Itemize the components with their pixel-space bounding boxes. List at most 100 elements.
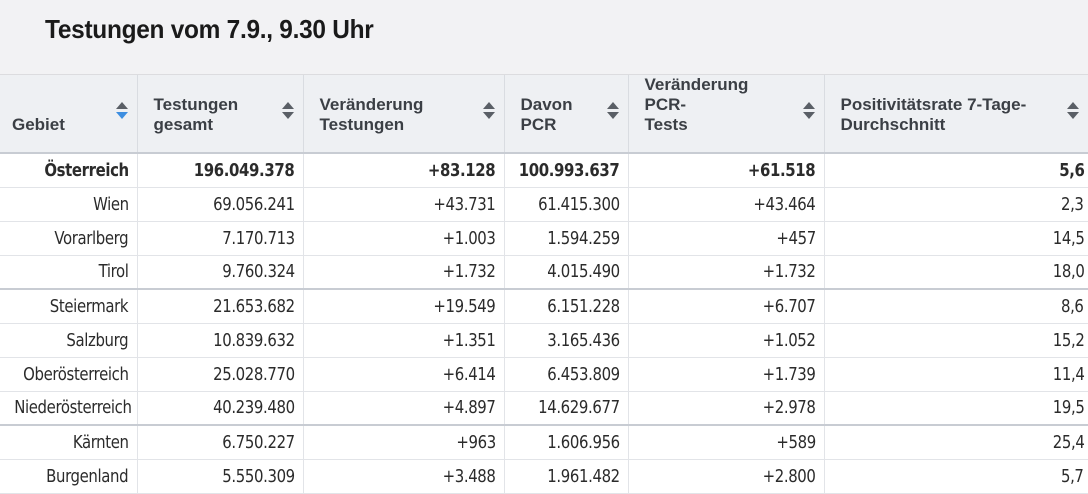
- cell-value: 6.453.809: [547, 363, 620, 385]
- table-row: Burgenland 5.550.309 +3.488 1.961.482 +2.800…: [0, 459, 1088, 494]
- pcr-change-cell: +1.052: [628, 323, 825, 358]
- cell-value: +83.128: [428, 159, 496, 181]
- cell-value: 21.653.682: [212, 295, 295, 317]
- sort-icon[interactable]: [1067, 101, 1079, 121]
- region-cell: Salzburg: [0, 323, 138, 358]
- page-title: Testungen vom 7.9., 9.30 Uhr: [45, 14, 374, 44]
- table-row: Steiermark 21.653.682 +19.549 6.151.228 +6.7…: [0, 289, 1088, 324]
- cell-value: 40.239.480: [212, 397, 295, 419]
- column-header-label: Testungen: [319, 115, 405, 134]
- column-header-gebiet[interactable]: Gebiet: [0, 75, 138, 154]
- table-row: Salzburg 10.839.632 +1.351 3.165.436 +1.052 1…: [0, 323, 1088, 358]
- sort-icon[interactable]: [115, 101, 128, 121]
- pcr-change-cell: +2.978: [628, 391, 825, 426]
- cell-value: +589: [776, 431, 816, 453]
- column-header-testungen-gesamt[interactable]: Testungen gesamt: [137, 75, 304, 154]
- cell-value: +2.800: [762, 465, 816, 487]
- column-header-label: PCR: [520, 115, 557, 134]
- table-body: Österreich 196.049.378 +83.128 100.993.637 +…: [0, 153, 1088, 494]
- cell-value: Vorarlberg: [54, 227, 129, 249]
- pcr-change-cell: +589: [628, 425, 825, 460]
- pcr-total-cell: 1.606.956: [504, 425, 629, 460]
- cell-value: +457: [776, 227, 816, 249]
- pcr-change-cell: +457: [628, 221, 825, 256]
- cell-value: +1.732: [762, 261, 816, 283]
- positivity-rate-cell: 18,0: [824, 255, 1088, 290]
- table-row: Niederösterreich 40.239.480 +4.897 14.629.6…: [0, 391, 1088, 426]
- table-row: Kärnten 6.750.227 +963 1.606.956 +589 25,4: [0, 425, 1088, 460]
- cell-value: 1.606.956: [547, 431, 620, 453]
- tests-change-cell: +6.414: [303, 357, 505, 392]
- tests-change-cell: +1.732: [303, 255, 505, 290]
- cell-value: 25.028.770: [212, 363, 295, 385]
- column-header-positivitaetsrate[interactable]: Positivitätsrate 7-Tage- Durchschnitt: [824, 75, 1088, 154]
- pcr-total-cell: 3.165.436: [504, 323, 629, 358]
- cell-value: +3.488: [442, 465, 496, 487]
- cell-value: 69.056.241: [212, 193, 295, 215]
- column-header-veraenderung-pcr-tests[interactable]: Veränderung PCR- Tests: [628, 75, 825, 154]
- region-cell: Tirol: [0, 255, 138, 290]
- cell-value: +1.003: [442, 227, 496, 249]
- tests-total-cell: 6.750.227: [137, 425, 304, 460]
- positivity-rate-cell: 5,7: [824, 459, 1088, 494]
- cell-value: 100.993.637: [518, 159, 620, 181]
- cell-value: 10.839.632: [212, 329, 295, 351]
- column-header-label: Positivitätsrate 7-Tage-: [840, 95, 1027, 114]
- column-header-davon-pcr[interactable]: Davon PCR: [504, 75, 629, 154]
- tests-total-cell: 25.028.770: [137, 357, 304, 392]
- cell-value: 7.170.713: [222, 227, 295, 249]
- pcr-total-cell: 14.629.677: [504, 391, 629, 426]
- cell-value: 5,6: [1058, 159, 1085, 181]
- positivity-rate-cell: 2,3: [824, 187, 1088, 222]
- pcr-total-cell: 6.151.228: [504, 289, 629, 324]
- pcr-change-cell: +61.518: [628, 153, 825, 188]
- cell-value: 5.550.309: [222, 465, 295, 487]
- pcr-change-cell: +1.739: [628, 357, 825, 392]
- column-header-label: Veränderung: [319, 95, 424, 114]
- positivity-rate-cell: 5,6: [824, 153, 1088, 188]
- tests-change-cell: +3.488: [303, 459, 505, 494]
- tests-total-cell: 196.049.378: [137, 153, 304, 188]
- tests-total-cell: 40.239.480: [137, 391, 304, 426]
- sort-icon[interactable]: [482, 101, 495, 121]
- tests-change-cell: +83.128: [303, 153, 505, 188]
- positivity-rate-cell: 25,4: [824, 425, 1088, 460]
- cell-value: Steiermark: [50, 295, 129, 317]
- region-cell: Österreich: [0, 153, 138, 188]
- column-header-label: Veränderung PCR-: [644, 75, 749, 114]
- table-header-row: Gebiet Testungen gesamt Veränderung Test…: [0, 75, 1088, 154]
- cell-value: 14.629.677: [537, 397, 620, 419]
- pcr-change-cell: +43.464: [628, 187, 825, 222]
- cell-value: Niederösterreich: [14, 397, 132, 419]
- region-cell: Burgenland: [0, 459, 138, 494]
- cell-value: 15,2: [1052, 329, 1084, 351]
- region-cell: Kärnten: [0, 425, 138, 460]
- cell-value: 61.415.300: [537, 193, 620, 215]
- cell-value: 4.015.490: [547, 261, 620, 283]
- table-row: Tirol 9.760.324 +1.732 4.015.490 +1.732 18,0: [0, 255, 1088, 290]
- cell-value: Salzburg: [66, 329, 129, 351]
- title-bar: Testungen vom 7.9., 9.30 Uhr: [0, 0, 1088, 75]
- cell-value: Oberösterreich: [23, 363, 129, 385]
- column-header-veraenderung-testungen[interactable]: Veränderung Testungen: [303, 75, 505, 154]
- tests-total-cell: 21.653.682: [137, 289, 304, 324]
- cell-value: +1.732: [442, 261, 496, 283]
- sort-icon[interactable]: [802, 101, 815, 121]
- sort-icon[interactable]: [281, 101, 294, 121]
- cell-value: 6.750.227: [222, 431, 295, 453]
- positivity-rate-cell: 15,2: [824, 323, 1088, 358]
- column-header-label: Tests: [644, 115, 688, 134]
- column-header-label: Durchschnitt: [840, 115, 946, 134]
- sort-icon[interactable]: [606, 101, 619, 121]
- cell-value: 14,5: [1052, 227, 1084, 249]
- cell-value: 1.961.482: [547, 465, 620, 487]
- cell-value: +43.464: [753, 193, 816, 215]
- cell-value: 1.594.259: [547, 227, 620, 249]
- region-cell: Niederösterreich: [0, 391, 138, 426]
- cell-value: +6.414: [442, 363, 496, 385]
- cell-value: 3.165.436: [547, 329, 620, 351]
- positivity-rate-cell: 8,6: [824, 289, 1088, 324]
- cell-value: +2.978: [762, 397, 816, 419]
- cell-value: +61.518: [748, 159, 816, 181]
- pcr-total-cell: 100.993.637: [504, 153, 629, 188]
